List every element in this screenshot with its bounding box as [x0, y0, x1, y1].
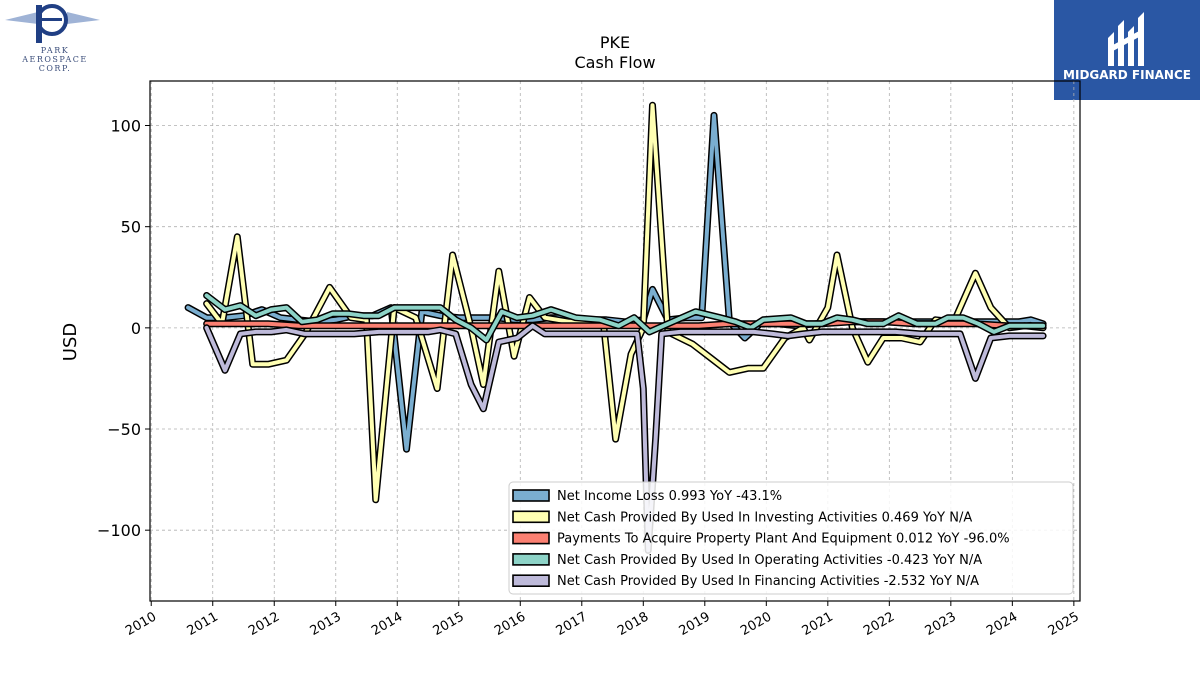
x-tick-label: 2020	[738, 609, 774, 639]
x-tick-label: 2012	[246, 609, 282, 639]
x-tick-label: 2015	[431, 609, 467, 639]
x-tick-label: 2021	[800, 609, 836, 639]
series-line-5	[204, 323, 1046, 553]
legend-label-4: Net Cash Provided By Used In Operating A…	[557, 553, 982, 568]
legend-swatch-5	[512, 574, 550, 588]
series-lines	[184, 101, 1047, 554]
chart-subtitle: Cash Flow	[574, 53, 655, 72]
series-line-1	[186, 113, 1046, 452]
plot-frame	[149, 80, 1081, 602]
legend-box	[508, 481, 1074, 595]
chart-title: PKE	[600, 33, 630, 52]
midgard-finance-text: MIDGARD FINANCE	[1063, 68, 1191, 82]
x-tick-label: 2025	[1046, 609, 1082, 639]
x-tick-label: 2014	[369, 609, 405, 639]
series-outline-1	[184, 111, 1047, 453]
x-tick-label: 2010	[123, 609, 159, 639]
x-tick-label: 2017	[554, 609, 590, 639]
x-tick-label: 2019	[677, 609, 713, 639]
series-line-4	[204, 293, 1046, 342]
y-ticks: −100 −50 0 50 100	[97, 117, 150, 540]
x-tick-label: 2013	[308, 609, 344, 639]
legend-swatch-1	[512, 489, 550, 502]
x-tick-label: 2023	[923, 609, 959, 639]
x-tick-label: 2018	[615, 609, 651, 639]
legend-label-3: Payments To Acquire Property Plant And E…	[557, 532, 1010, 547]
x-tick-label: 2022	[861, 609, 897, 639]
legend-swatch-3	[512, 531, 550, 545]
logo-text-line-2: AEROSPACE	[22, 55, 88, 64]
park-aerospace-logo: PARK AEROSPACE CORP.	[0, 0, 110, 80]
legend: Net Income Loss 0.993 YoY -43.1% Net Cash…	[508, 481, 1074, 595]
y-tick-label: 0	[131, 319, 141, 338]
x-tick-label: 2016	[492, 609, 528, 639]
legend-swatch-2	[512, 510, 550, 524]
x-tick-label: 2011	[185, 609, 221, 639]
logo-text-line-1: PARK	[40, 46, 70, 55]
midgard-finance-logo: MIDGARD FINANCE	[1054, 0, 1200, 100]
series-line-2	[204, 103, 1046, 502]
legend-label-5: Net Cash Provided By Used In Financing A…	[557, 574, 979, 589]
legend-swatch-4	[512, 553, 550, 566]
y-axis-label: USD	[60, 323, 81, 361]
y-tick-label: 100	[110, 117, 141, 136]
y-tick-label: −100	[97, 521, 141, 540]
y-tick-label: 50	[121, 218, 141, 237]
legend-label-2: Net Cash Provided By Used In Investing A…	[557, 510, 972, 525]
y-tick-label: −50	[107, 420, 141, 439]
logo-text-line-3: CORP.	[38, 64, 72, 73]
legend-label-1: Net Income Loss 0.993 YoY -43.1%	[557, 489, 782, 504]
x-tick-label: 2024	[984, 609, 1020, 639]
x-ticks: 2010 2011 2012 2013 2014 2015 2016 2017 2018 2019…	[123, 601, 1082, 639]
series-outline-2	[203, 101, 1047, 504]
